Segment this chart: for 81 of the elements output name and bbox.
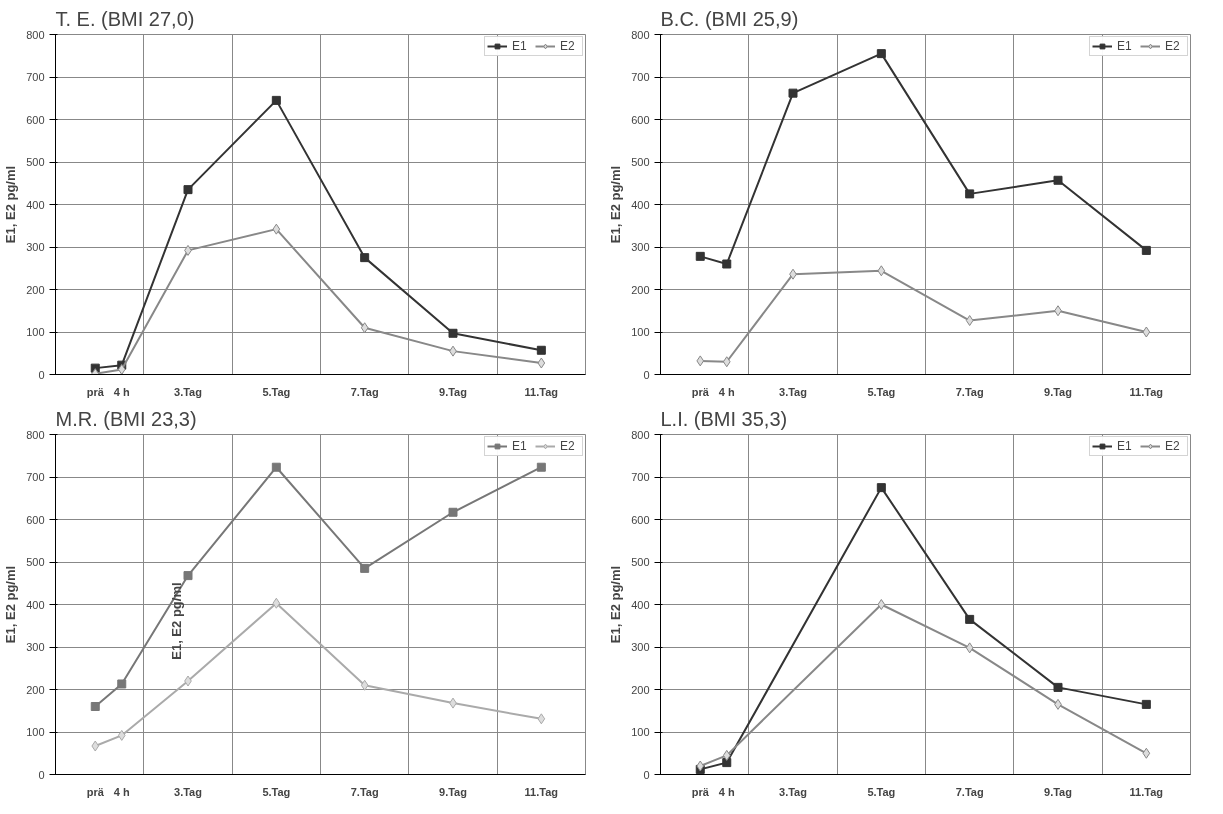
y-tick-label: 200 (631, 283, 650, 296)
y-tick-label: 300 (631, 241, 650, 253)
x-tick-label: 9.Tag (1044, 785, 1072, 798)
y-tick-label: 700 (26, 71, 45, 83)
x-tick-label: 5.Tag (867, 385, 896, 398)
x-tick-label: prä (86, 785, 105, 798)
x-tick-label: 7.Tag (350, 785, 379, 798)
legend-label: E2 (560, 39, 576, 53)
y-tick-label: 800 (26, 28, 45, 41)
legend-label: E1 (512, 439, 528, 453)
legend-label: E1 (1117, 439, 1133, 453)
y-tick-label: 700 (26, 471, 45, 483)
x-tick-label: prä (86, 385, 105, 398)
chart-title: M.R. (BMI 23,3) (55, 407, 197, 430)
y-tick-label: 700 (631, 71, 650, 83)
y-tick-label: 100 (26, 326, 45, 338)
y-tick-label: 300 (26, 241, 45, 253)
legend-label: E1 (1117, 39, 1133, 53)
y-tick-label: 300 (26, 641, 45, 653)
y-tick-label: 700 (631, 471, 650, 483)
x-tick-label: 9.Tag (1044, 385, 1072, 398)
x-tick-label: 5.Tag (867, 785, 896, 798)
y-axis-title: E1, E2 pg/ml (3, 565, 19, 644)
y-tick-label: 100 (631, 326, 650, 338)
y-tick-label: 500 (26, 156, 45, 168)
x-tick-label: 7.Tag (350, 385, 379, 398)
x-tick-label: 7.Tag (955, 385, 984, 398)
x-tick-label: 11.Tag (524, 385, 559, 398)
y-tick-label: 400 (631, 598, 650, 611)
x-tick-label: 3.Tag (174, 385, 202, 398)
x-tick-label: 7.Tag (955, 785, 984, 798)
x-tick-label: 3.Tag (779, 385, 807, 398)
y-tick-label: 100 (26, 726, 45, 738)
y-tick-label: 0 (643, 368, 650, 381)
y-tick-label: 400 (26, 198, 45, 211)
y-tick-label: 600 (26, 513, 45, 526)
chart-title: T. E. (BMI 27,0) (55, 7, 195, 30)
x-tick-label: prä (691, 785, 710, 798)
y-tick-label: 500 (26, 556, 45, 568)
legend-label: E1 (512, 39, 528, 53)
annotation: E1, E2 pg/ml (168, 582, 184, 660)
y-tick-label: 300 (631, 641, 650, 653)
y-tick-label: 800 (26, 428, 45, 441)
x-tick-label: 4 h (113, 785, 130, 798)
y-tick-label: 0 (38, 768, 45, 781)
x-tick-label: 5.Tag (262, 785, 291, 798)
y-tick-label: 800 (631, 28, 650, 41)
y-tick-label: 800 (631, 428, 650, 441)
x-tick-label: 9.Tag (439, 385, 467, 398)
y-tick-label: 500 (631, 156, 650, 168)
x-tick-label: 5.Tag (262, 385, 291, 398)
x-tick-label: 3.Tag (174, 785, 202, 798)
y-tick-label: 400 (26, 598, 45, 611)
chart-title: L.I. (BMI 35,3) (660, 407, 788, 430)
y-tick-label: 500 (631, 556, 650, 568)
legend-label: E2 (560, 439, 576, 453)
y-tick-label: 600 (631, 513, 650, 526)
y-tick-label: 200 (26, 683, 45, 696)
x-tick-label: 4 h (718, 385, 735, 398)
chart-title: B.C. (BMI 25,9) (660, 7, 799, 30)
x-tick-label: 11.Tag (1129, 385, 1164, 398)
y-tick-label: 600 (26, 113, 45, 126)
x-tick-label: 9.Tag (439, 785, 467, 798)
x-tick-label: 11.Tag (1129, 785, 1164, 798)
y-axis-title: E1, E2 pg/ml (3, 165, 19, 244)
x-tick-label: 11.Tag (524, 785, 559, 798)
y-tick-label: 0 (38, 368, 45, 381)
y-tick-label: 400 (631, 198, 650, 211)
y-axis-title: E1, E2 pg/ml (608, 565, 624, 644)
y-tick-label: 600 (631, 113, 650, 126)
x-tick-label: prä (691, 385, 710, 398)
x-tick-label: 4 h (718, 785, 735, 798)
y-tick-label: 200 (26, 283, 45, 296)
y-tick-label: 0 (643, 768, 650, 781)
legend-label: E2 (1165, 439, 1181, 453)
y-tick-label: 200 (631, 683, 650, 696)
x-tick-label: 4 h (113, 385, 130, 398)
y-tick-label: 100 (631, 726, 650, 738)
x-tick-label: 3.Tag (779, 785, 807, 798)
y-axis-title: E1, E2 pg/ml (608, 165, 624, 244)
legend-label: E2 (1165, 39, 1181, 53)
